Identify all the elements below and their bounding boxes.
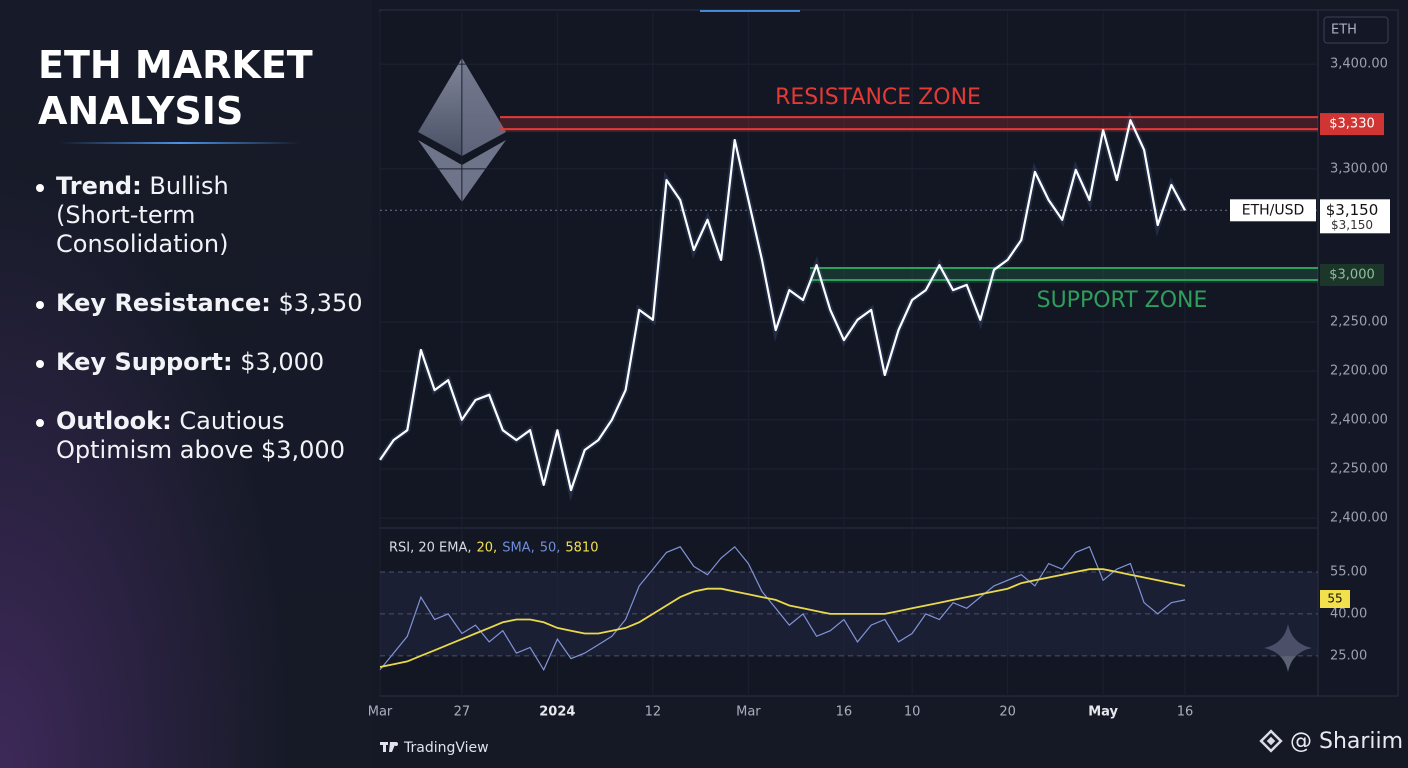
support-label: SUPPORT ZONE [1037,288,1208,313]
bullet-label: Outlook: [56,407,172,435]
rsi-tag-label: 55 [1327,592,1342,606]
x-tick-label: 16 [836,705,853,720]
rsi-legend: 5810 [565,541,598,556]
watermark: @ Shariim [1290,729,1403,754]
bullet-text: $3,350 [278,289,363,317]
y-tick-label: 2,400.00 [1330,511,1388,526]
watermark-logo [1259,729,1283,753]
rsi-line [379,545,1186,672]
bullet-label: Key Resistance: [56,289,271,317]
y-tick-label: 3,400.00 [1330,57,1388,72]
y-tick-label: 2,400.00 [1330,412,1388,427]
bullet-text: $3,000 [240,348,325,376]
price-tag-sub: $3,150 [1331,218,1373,232]
resistance-tag-label: $3,330 [1329,117,1375,132]
resistance-label: RESISTANCE ZONE [775,85,981,110]
title: ETH MARKET ANALYSIS [38,43,313,133]
bullet-text: Bullish [149,172,229,200]
symbol: ETH [1331,23,1357,38]
x-tick-label: 10 [904,705,921,720]
symbol-box [1323,16,1389,44]
bullet-label: Key Support: [56,348,233,376]
sparkle-icon [1264,624,1312,672]
bullet-text: Cautious [179,407,285,435]
pair-tag-label: ETH/USD [1242,202,1305,218]
x-tick-label: 27 [454,705,471,720]
x-tick-label: 2024 [539,705,575,720]
bullet-text: (Short-term [56,201,196,229]
x-tick-label: 20 [999,705,1016,720]
bullet-list: Trend: Bullish (Short-term Consolidation) K… [34,172,364,495]
left-panel: ETH MARKET ANALYSIS Trend: Bullish (Short… [0,0,372,768]
bullet: Key Support: $3,000 [34,348,364,377]
rsi-tag [1320,590,1350,608]
rsi-legend: 20, [477,541,498,556]
bullet: Outlook: Cautious Optimism above $3,000 [34,407,364,465]
rsi-line [379,568,1186,668]
rsi-tick-label: 40.00 [1330,606,1367,621]
support-tag-label: $3,000 [1329,267,1375,282]
rsi-legend: SMA, [502,541,535,556]
y-tick-label: 2,250.00 [1330,314,1388,329]
y-tick-label: 2,200.00 [1330,364,1388,379]
bullet-label: Trend: [56,172,142,200]
chart-panel [379,9,1399,697]
x-tick-label: 12 [645,705,662,720]
rsi-legend: RSI, 20 EMA, [389,541,472,556]
title-underline [60,142,300,144]
pair-tag [1230,199,1316,222]
support-tag [1320,263,1384,286]
bullet: Key Resistance: $3,350 [34,289,364,318]
rsi-tick-label: 55.00 [1330,564,1367,579]
rsi-legend: 50, [540,541,561,556]
price-tag [1320,199,1390,234]
rsi-tick-label: 25.00 [1330,648,1367,663]
bullet-text: Optimism above $3,000 [56,436,345,464]
brand: TradingView [403,740,489,756]
bullet: Trend: Bullish (Short-term Consolidation) [34,172,364,259]
x-tick-label: 16 [1177,705,1194,720]
price-tag-label: $3,150 [1326,201,1379,219]
tradingview-logo [380,742,398,752]
y-tick-label: 3,300.00 [1330,161,1388,176]
y-tick-label: 2,250.00 [1330,461,1388,476]
x-tick-label: May [1088,705,1118,720]
x-tick-label: Mar [368,705,393,720]
bullet-text: Consolidation) [56,230,229,258]
x-tick-label: Mar [736,705,761,720]
price-line [379,119,1186,492]
resistance-tag [1320,113,1384,136]
